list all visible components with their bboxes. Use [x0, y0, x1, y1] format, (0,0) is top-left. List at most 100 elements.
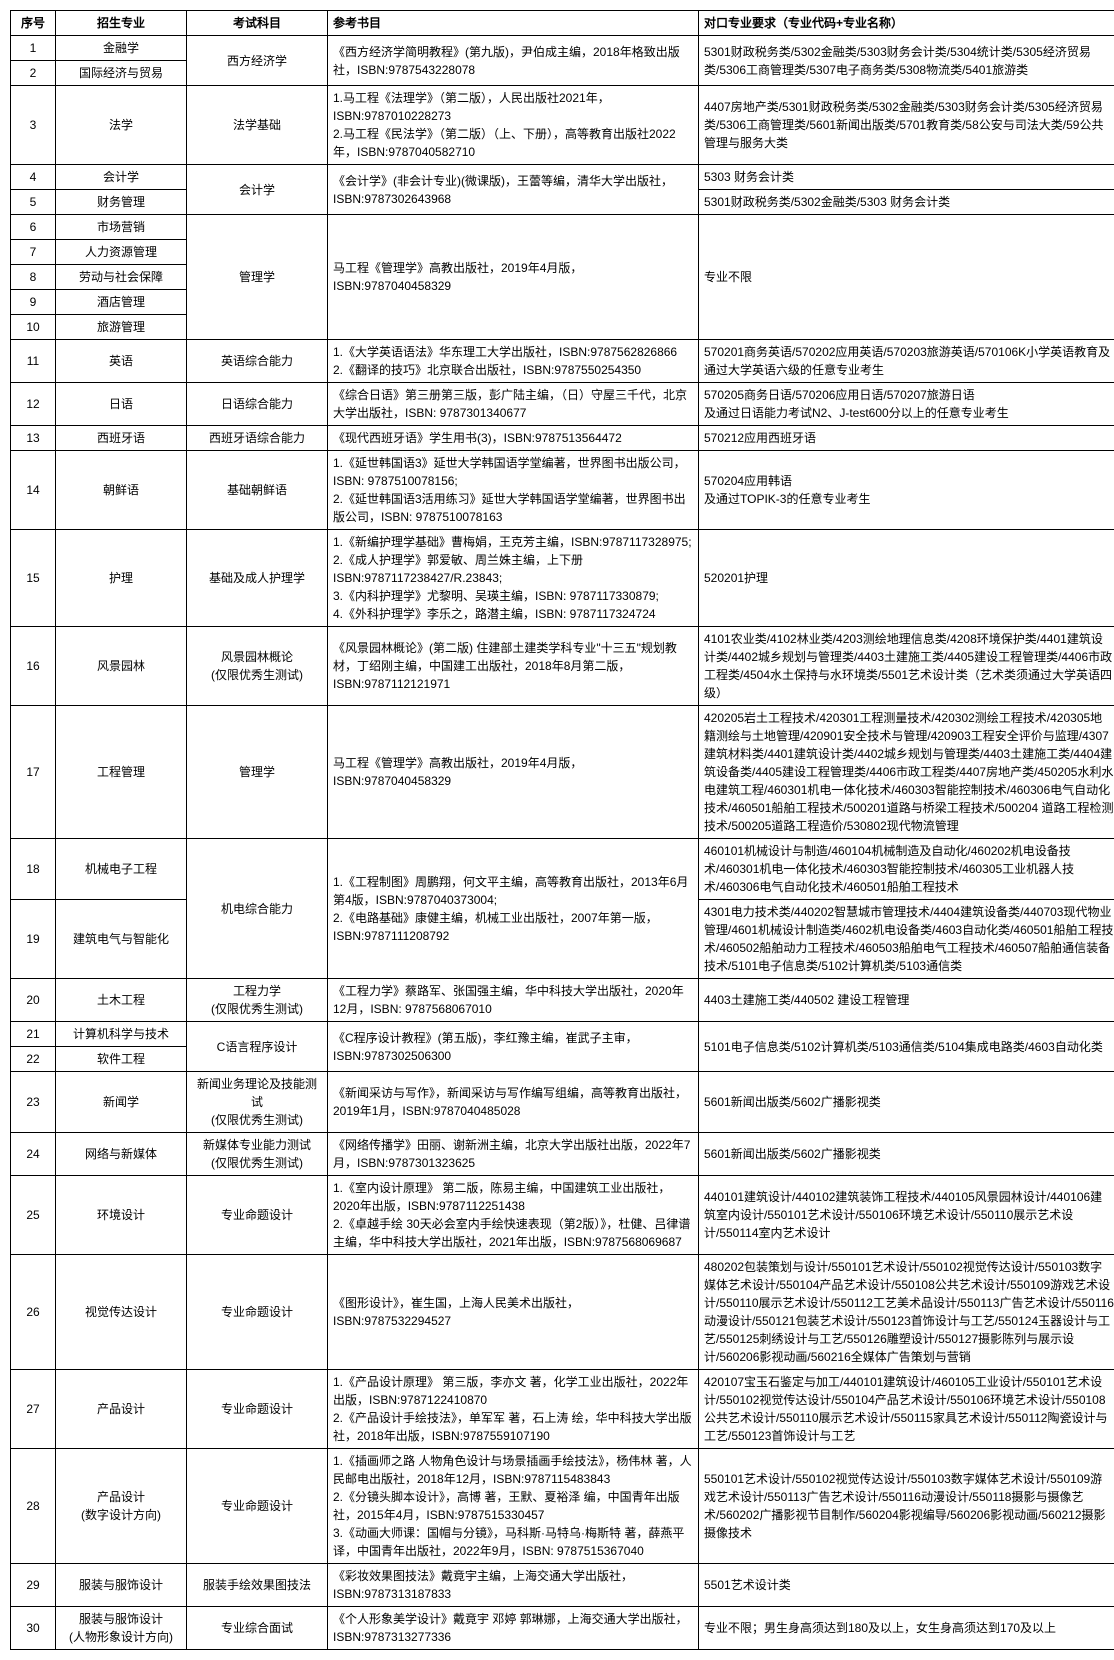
- cell-book: 1.《新编护理学基础》曹梅娟，王克芳主编，ISBN:9787117328975;…: [328, 530, 699, 627]
- cell-major: 国际经济与贸易: [56, 61, 187, 86]
- cell-seq: 14: [11, 451, 56, 530]
- cell-req: 570201商务英语/570202应用英语/570203旅游英语/570106K…: [699, 340, 1114, 383]
- cell-seq: 6: [11, 215, 56, 240]
- header-row: 序号 招生专业 考试科目 参考书目 对口专业要求（专业代码+专业名称）: [11, 11, 1114, 36]
- table-row: 1金融学西方经济学《西方经济学简明教程》(第九版)，尹伯成主编，2018年格致出…: [11, 36, 1114, 61]
- cell-req: 5601新闻出版类/5602广播影视类: [699, 1072, 1114, 1133]
- cell-seq: 23: [11, 1072, 56, 1133]
- cell-book: 《现代西班牙语》学生用书(3)，ISBN:9787513564472: [328, 426, 699, 451]
- cell-book: 1.《工程制图》周鹏翔，何文平主编，高等教育出版社，2013年6月第4版，ISB…: [328, 839, 699, 979]
- cell-req: 520201护理: [699, 530, 1114, 627]
- cell-subject: 管理学: [187, 706, 328, 839]
- cell-book: 马工程《管理学》高教出版社，2019年4月版，ISBN:978704045832…: [328, 706, 699, 839]
- cell-major: 人力资源管理: [56, 240, 187, 265]
- cell-book: 《C程序设计教程》(第五版)，李红豫主编，崔武子主审，ISBN:97873025…: [328, 1022, 699, 1072]
- table-row: 16风景园林风景园林概论 (仅限优秀生测试)《风景园林概论》(第二版) 住建部土…: [11, 627, 1114, 706]
- cell-book: 1.马工程《法理学》（第二版），人民出版社2021年，ISBN:97870102…: [328, 86, 699, 165]
- table-row: 25环境设计专业命题设计1.《室内设计原理》 第二版，陈易主编，中国建筑工业出版…: [11, 1176, 1114, 1255]
- cell-req: 570204应用韩语 及通过TOPIK-3的任意专业考生: [699, 451, 1114, 530]
- cell-req: 420107宝玉石鉴定与加工/440101建筑设计/460105工业设计/550…: [699, 1370, 1114, 1449]
- cell-major: 西班牙语: [56, 426, 187, 451]
- table-row: 24网络与新媒体新媒体专业能力测试 (仅限优秀生测试)《网络传播学》田丽、谢新洲…: [11, 1133, 1114, 1176]
- cell-book: 1.《大学英语语法》华东理工大学出版社，ISBN:9787562826866 2…: [328, 340, 699, 383]
- cell-subject: 工程力学 (仅限优秀生测试): [187, 979, 328, 1022]
- header-subject: 考试科目: [187, 11, 328, 36]
- cell-major: 市场营销: [56, 215, 187, 240]
- table-body: 1金融学西方经济学《西方经济学简明教程》(第九版)，尹伯成主编，2018年格致出…: [11, 36, 1114, 1650]
- cell-req: 5303 财务会计类: [699, 165, 1114, 190]
- cell-major: 网络与新媒体: [56, 1133, 187, 1176]
- cell-req: 4101农业类/4102林业类/4203测绘地理信息类/4208环境保护类/44…: [699, 627, 1114, 706]
- cell-major: 风景园林: [56, 627, 187, 706]
- table-row: 20土木工程工程力学 (仅限优秀生测试)《工程力学》蔡路军、张国强主编，华中科技…: [11, 979, 1114, 1022]
- cell-req: 4301电力技术类/440202智慧城市管理技术/4404建筑设备类/44070…: [699, 900, 1114, 979]
- cell-major: 环境设计: [56, 1176, 187, 1255]
- cell-book: 《西方经济学简明教程》(第九版)，尹伯成主编，2018年格致出版社，ISBN:9…: [328, 36, 699, 86]
- cell-major: 旅游管理: [56, 315, 187, 340]
- cell-req: 专业不限: [699, 215, 1114, 340]
- cell-subject: 管理学: [187, 215, 328, 340]
- cell-seq: 11: [11, 340, 56, 383]
- cell-subject: 西班牙语综合能力: [187, 426, 328, 451]
- cell-subject: 专业命题设计: [187, 1255, 328, 1370]
- cell-major: 机械电子工程: [56, 839, 187, 900]
- table-row: 29服装与服饰设计服装手绘效果图技法《彩妆效果图技法》戴竟宇主编，上海交通大学出…: [11, 1564, 1114, 1607]
- cell-req: 5301财政税务类/5302金融类/5303 财务会计类: [699, 190, 1114, 215]
- cell-major: 新闻学: [56, 1072, 187, 1133]
- cell-seq: 4: [11, 165, 56, 190]
- cell-req: 550101艺术设计/550102视觉传达设计/550103数字媒体艺术设计/5…: [699, 1449, 1114, 1564]
- cell-major: 土木工程: [56, 979, 187, 1022]
- cell-req: 4407房地产类/5301财政税务类/5302金融类/5303财务会计类/530…: [699, 86, 1114, 165]
- cell-subject: 英语综合能力: [187, 340, 328, 383]
- table-row: 27产品设计专业命题设计1.《产品设计原理》 第三版，李亦文 著，化学工业出版社…: [11, 1370, 1114, 1449]
- cell-seq: 22: [11, 1047, 56, 1072]
- cell-req: 5501艺术设计类: [699, 1564, 1114, 1607]
- cell-seq: 30: [11, 1607, 56, 1650]
- cell-subject: 会计学: [187, 165, 328, 215]
- cell-seq: 24: [11, 1133, 56, 1176]
- table-row: 30服装与服饰设计 (人物形象设计方向)专业综合面试《个人形象美学设计》戴竟宇 …: [11, 1607, 1114, 1650]
- cell-subject: 专业综合面试: [187, 1607, 328, 1650]
- cell-seq: 20: [11, 979, 56, 1022]
- table-row: 13西班牙语西班牙语综合能力《现代西班牙语》学生用书(3)，ISBN:97875…: [11, 426, 1114, 451]
- cell-seq: 5: [11, 190, 56, 215]
- cell-seq: 18: [11, 839, 56, 900]
- cell-seq: 1: [11, 36, 56, 61]
- cell-major: 日语: [56, 383, 187, 426]
- cell-book: 1.《插画师之路 人物角色设计与场景插画手绘技法》，杨伟林 著，人民邮电出版社，…: [328, 1449, 699, 1564]
- cell-seq: 7: [11, 240, 56, 265]
- cell-major: 金融学: [56, 36, 187, 61]
- table-row: 12日语日语综合能力《综合日语》第三册第三版，彭广陆主编，（日）守屋三千代，北京…: [11, 383, 1114, 426]
- cell-seq: 10: [11, 315, 56, 340]
- cell-major: 财务管理: [56, 190, 187, 215]
- cell-seq: 12: [11, 383, 56, 426]
- cell-req: 570212应用西班牙语: [699, 426, 1114, 451]
- table-row: 17工程管理管理学马工程《管理学》高教出版社，2019年4月版，ISBN:978…: [11, 706, 1114, 839]
- admissions-table: 序号 招生专业 考试科目 参考书目 对口专业要求（专业代码+专业名称） 1金融学…: [10, 10, 1114, 1650]
- table-row: 21计算机科学与技术C语言程序设计《C程序设计教程》(第五版)，李红豫主编，崔武…: [11, 1022, 1114, 1047]
- table-row: 26视觉传达设计专业命题设计《图形设计》，崔生国，上海人民美术出版社，ISBN:…: [11, 1255, 1114, 1370]
- cell-major: 劳动与社会保障: [56, 265, 187, 290]
- cell-book: 1.《室内设计原理》 第二版，陈易主编，中国建筑工业出版社，2020年出版，IS…: [328, 1176, 699, 1255]
- cell-major: 产品设计 (数字设计方向): [56, 1449, 187, 1564]
- cell-major: 产品设计: [56, 1370, 187, 1449]
- cell-subject: 风景园林概论 (仅限优秀生测试): [187, 627, 328, 706]
- cell-seq: 3: [11, 86, 56, 165]
- cell-major: 建筑电气与智能化: [56, 900, 187, 979]
- cell-major: 护理: [56, 530, 187, 627]
- table-row: 4会计学会计学《会计学》(非会计专业)(微课版)，王蕾等编，清华大学出版社，IS…: [11, 165, 1114, 190]
- cell-book: 《工程力学》蔡路军、张国强主编，华中科技大学出版社，2020年12月，ISBN:…: [328, 979, 699, 1022]
- cell-subject: 服装手绘效果图技法: [187, 1564, 328, 1607]
- cell-seq: 25: [11, 1176, 56, 1255]
- cell-subject: 专业命题设计: [187, 1176, 328, 1255]
- cell-req: 480202包装策划与设计/550101艺术设计/550102视觉传达设计/55…: [699, 1255, 1114, 1370]
- table-row: 11英语英语综合能力1.《大学英语语法》华东理工大学出版社，ISBN:97875…: [11, 340, 1114, 383]
- header-seq: 序号: [11, 11, 56, 36]
- cell-book: 《彩妆效果图技法》戴竟宇主编，上海交通大学出版社，ISBN:9787313187…: [328, 1564, 699, 1607]
- cell-req: 460101机械设计与制造/460104机械制造及自动化/460202机电设备技…: [699, 839, 1114, 900]
- cell-req: 570205商务日语/570206应用日语/570207旅游日语 及通过日语能力…: [699, 383, 1114, 426]
- cell-major: 视觉传达设计: [56, 1255, 187, 1370]
- cell-seq: 29: [11, 1564, 56, 1607]
- cell-req: 420205岩土工程技术/420301工程测量技术/420302测绘工程技术/4…: [699, 706, 1114, 839]
- cell-book: 《会计学》(非会计专业)(微课版)，王蕾等编，清华大学出版社，ISBN:9787…: [328, 165, 699, 215]
